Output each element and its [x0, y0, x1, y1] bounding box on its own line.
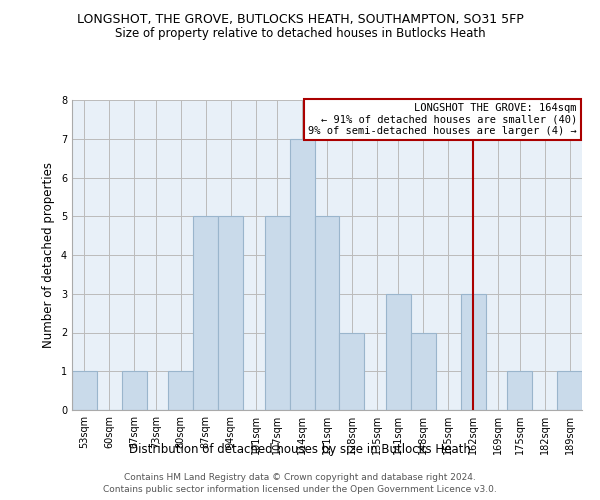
- Bar: [386, 294, 411, 410]
- Bar: [122, 371, 147, 410]
- Bar: [72, 371, 97, 410]
- Bar: [507, 371, 532, 410]
- Bar: [265, 216, 290, 410]
- Bar: [314, 216, 340, 410]
- Bar: [218, 216, 243, 410]
- Bar: [290, 138, 314, 410]
- Bar: [193, 216, 218, 410]
- Bar: [168, 371, 193, 410]
- Text: Size of property relative to detached houses in Butlocks Heath: Size of property relative to detached ho…: [115, 28, 485, 40]
- Text: Contains public sector information licensed under the Open Government Licence v3: Contains public sector information licen…: [103, 485, 497, 494]
- Bar: [461, 294, 486, 410]
- Bar: [557, 371, 582, 410]
- Text: Distribution of detached houses by size in Butlocks Heath: Distribution of detached houses by size …: [129, 442, 471, 456]
- Bar: [411, 332, 436, 410]
- Bar: [340, 332, 364, 410]
- Text: LONGSHOT THE GROVE: 164sqm
← 91% of detached houses are smaller (40)
9% of semi-: LONGSHOT THE GROVE: 164sqm ← 91% of deta…: [308, 103, 577, 136]
- Text: LONGSHOT, THE GROVE, BUTLOCKS HEATH, SOUTHAMPTON, SO31 5FP: LONGSHOT, THE GROVE, BUTLOCKS HEATH, SOU…: [77, 12, 523, 26]
- Y-axis label: Number of detached properties: Number of detached properties: [43, 162, 55, 348]
- Text: Contains HM Land Registry data © Crown copyright and database right 2024.: Contains HM Land Registry data © Crown c…: [124, 472, 476, 482]
